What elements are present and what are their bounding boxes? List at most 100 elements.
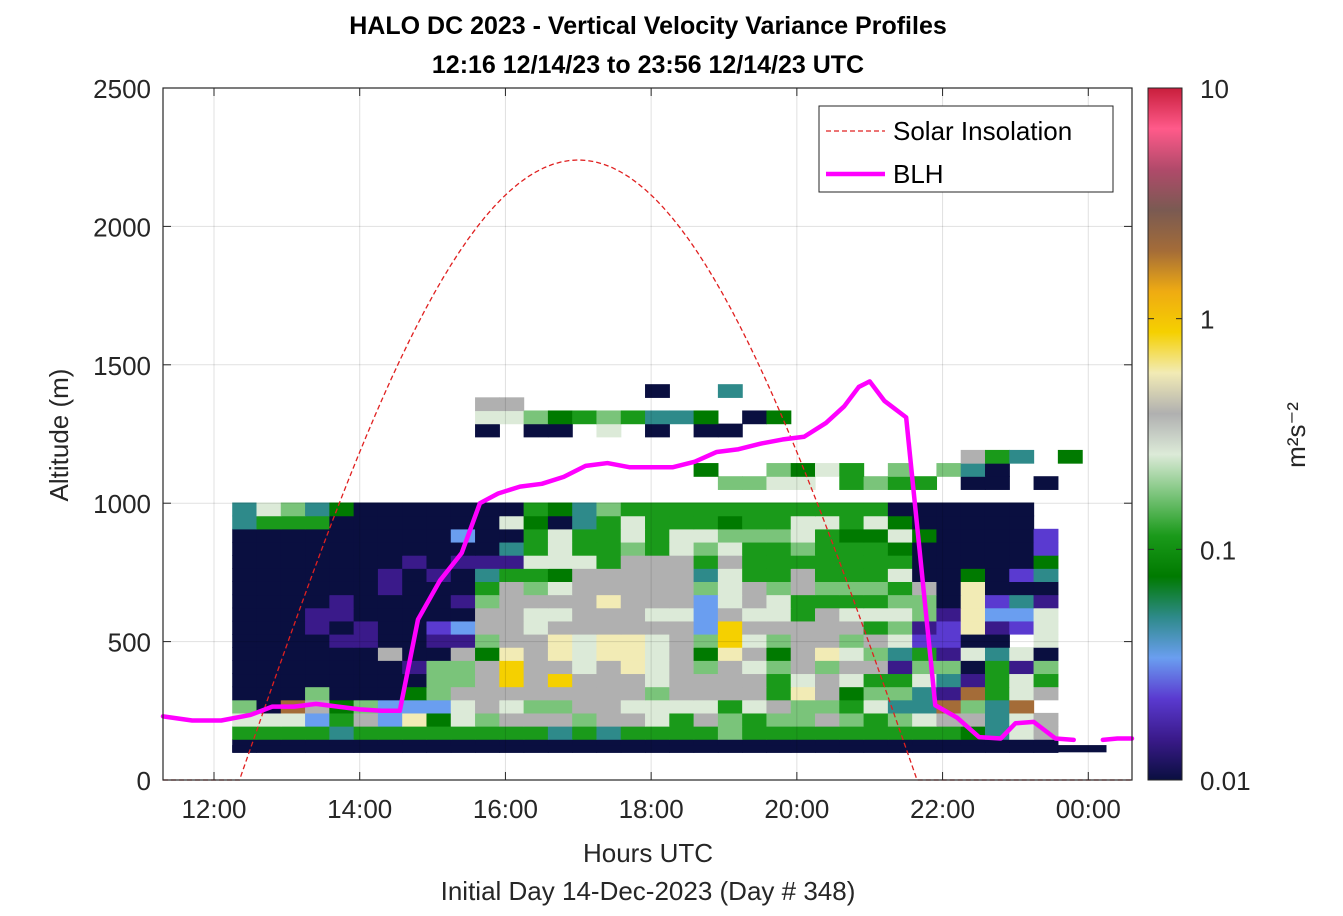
heatmap-cell	[402, 528, 428, 543]
y-tick-label: 2000	[93, 212, 151, 242]
heatmap-cell	[1009, 515, 1035, 530]
heatmap-cell	[766, 476, 792, 490]
heatmap-cell	[936, 541, 962, 556]
heatmap-cell	[863, 633, 889, 648]
heatmap-cell	[377, 660, 403, 675]
heatmap-cell	[790, 555, 816, 569]
heatmap-cell	[523, 647, 549, 661]
heatmap-cell	[450, 673, 476, 688]
heatmap-cell	[280, 568, 306, 582]
heatmap-cell	[523, 699, 549, 714]
heatmap-cell	[645, 423, 670, 438]
heatmap-cell	[232, 647, 258, 661]
heatmap-cell	[960, 528, 986, 543]
heatmap-cell	[280, 607, 306, 622]
heatmap-cell	[1033, 594, 1059, 609]
heatmap-cell	[596, 541, 622, 556]
heatmap-cell	[377, 673, 403, 688]
heatmap-cell	[717, 633, 743, 648]
heatmap-cell	[232, 581, 258, 596]
heatmap-cell	[863, 528, 889, 543]
axes: 12:00 14:00 16:00 18:00 20:00 22:00 00:00 0 500 1…	[93, 74, 1133, 824]
heatmap-cell	[645, 515, 670, 530]
heatmap-cell	[547, 712, 573, 727]
heatmap-cell	[620, 541, 646, 556]
heatmap-cell	[547, 607, 573, 622]
heatmap-cell	[645, 647, 670, 661]
heatmap-cell	[353, 541, 379, 556]
heatmap-cell	[353, 581, 379, 596]
heatmap-cell	[839, 515, 865, 530]
heatmap-cell	[377, 515, 403, 530]
heatmap-cell	[572, 660, 598, 675]
heatmap-cell	[353, 528, 379, 543]
heatmap-cell	[572, 647, 598, 661]
heatmap-cell	[839, 528, 865, 543]
heatmap-cell	[790, 502, 816, 517]
heatmap-cell	[936, 726, 962, 740]
heatmap-cell	[693, 410, 719, 425]
heatmap-cell	[232, 568, 258, 582]
heatmap-cell	[839, 647, 865, 661]
heatmap-cell	[353, 515, 379, 530]
y-tick-label: 1500	[93, 351, 151, 381]
heatmap-cell	[863, 660, 889, 675]
x-tick-label: 14:00	[327, 794, 392, 824]
heatmap-cell	[523, 581, 549, 596]
heatmap-cell	[620, 712, 646, 727]
heatmap-cell	[1009, 449, 1035, 464]
heatmap-cell	[790, 476, 816, 490]
heatmap-cell	[790, 594, 816, 609]
heatmap-cell	[475, 712, 500, 727]
solar-insolation-line	[163, 159, 1132, 781]
heatmap-cell	[960, 555, 986, 569]
heatmap-cell	[1033, 607, 1059, 622]
heatmap-cell	[839, 555, 865, 569]
heatmap-cell	[936, 555, 962, 569]
heatmap-cell	[766, 515, 792, 530]
heatmap-cell	[693, 528, 719, 543]
heatmap-cell	[669, 568, 695, 582]
heatmap-cell	[523, 633, 549, 648]
heatmap-cell	[596, 620, 622, 635]
heatmap-cell	[523, 686, 549, 701]
heatmap-cell	[499, 528, 525, 543]
colorbar-tick-label: 10	[1200, 74, 1229, 104]
heatmap-cell	[305, 607, 330, 622]
heatmap-cell	[523, 607, 549, 622]
heatmap-cell	[790, 686, 816, 701]
heatmap-cell	[547, 423, 573, 438]
heatmap-cell	[523, 594, 549, 609]
heatmap-cell	[596, 568, 622, 582]
heatmap-cell	[499, 607, 525, 622]
heatmap-cell	[790, 633, 816, 648]
heatmap-cell	[305, 726, 330, 740]
heatmap-cell	[766, 594, 792, 609]
y-tick-label: 1000	[93, 489, 151, 519]
heatmap-cell	[815, 502, 840, 517]
heatmap-cell	[1009, 726, 1035, 740]
heatmap-cell	[572, 502, 598, 517]
heatmap-cell	[547, 673, 573, 688]
heatmap-cell	[232, 515, 258, 530]
heatmap-cell	[499, 410, 525, 425]
heatmap-cell	[1033, 568, 1059, 582]
heatmap-cell	[1009, 620, 1035, 635]
heatmap-cell	[377, 686, 403, 701]
heatmap-cell	[887, 660, 913, 675]
heatmap-cell	[815, 555, 840, 569]
heatmap-cell	[887, 541, 913, 556]
heatmap-cell	[863, 607, 889, 622]
heatmap-cell	[984, 555, 1010, 569]
heatmap-cell	[669, 699, 695, 714]
heatmap-cell	[353, 633, 379, 648]
heatmap-cell	[232, 541, 258, 556]
heatmap-cell	[863, 699, 889, 714]
heatmap-cell	[887, 620, 913, 635]
heatmap-cell	[742, 607, 768, 622]
heatmap-cell	[790, 515, 816, 530]
heatmap-cell	[547, 515, 573, 530]
heatmap-cell	[1009, 594, 1035, 609]
heatmap-cell	[912, 541, 938, 556]
heatmap-cell	[426, 660, 452, 675]
